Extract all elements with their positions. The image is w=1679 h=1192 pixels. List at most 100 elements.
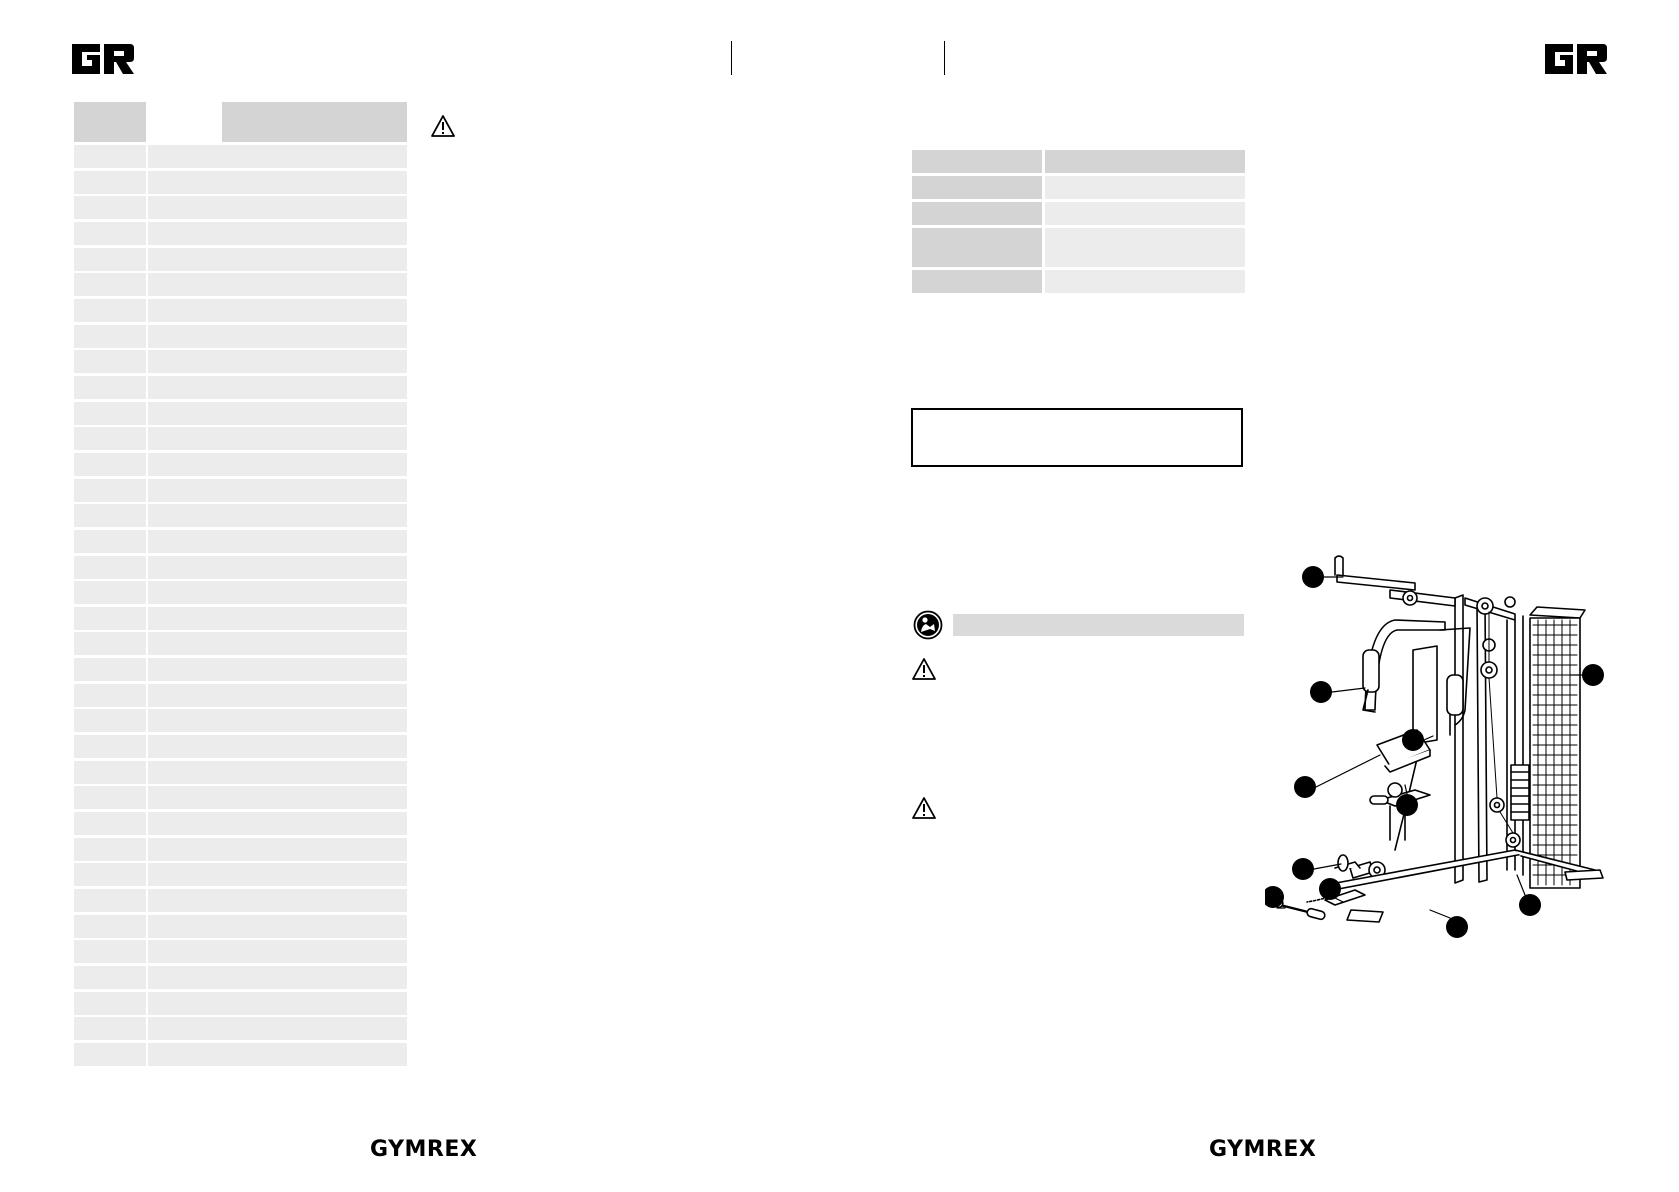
part-description (148, 786, 407, 810)
parts-table-row (74, 170, 407, 194)
part-description (148, 837, 407, 861)
part-number (74, 273, 146, 297)
part-description (148, 324, 407, 348)
part-number (74, 581, 146, 605)
parts-table-row (74, 735, 407, 759)
spec-row (912, 202, 1245, 225)
parts-table-row (74, 658, 407, 682)
spec-row (912, 150, 1245, 173)
part-description (148, 221, 407, 245)
spec-row (912, 176, 1245, 199)
part-number (74, 863, 146, 887)
part-number (74, 735, 146, 759)
parts-table-row (74, 914, 407, 938)
parts-header-description (222, 102, 407, 142)
spec-value (1045, 270, 1245, 293)
part-description (148, 247, 407, 271)
parts-table-row (74, 709, 407, 733)
parts-table-row (74, 863, 407, 887)
parts-table-row (74, 298, 407, 322)
part-number (74, 350, 146, 374)
parts-table-row (74, 350, 407, 374)
part-number (74, 221, 146, 245)
spec-value (1045, 202, 1245, 225)
parts-table-row (74, 324, 407, 348)
part-number (74, 889, 146, 913)
home-gym-diagram (1265, 550, 1615, 945)
part-description (148, 889, 407, 913)
spec-value (1045, 150, 1245, 173)
part-number (74, 658, 146, 682)
spec-label (912, 270, 1042, 293)
part-description (148, 401, 407, 425)
parts-table-header (74, 102, 407, 142)
parts-table-row (74, 786, 407, 810)
warning-triangle-icon (430, 114, 456, 138)
spec-value (1045, 176, 1245, 199)
part-number (74, 298, 146, 322)
part-number (74, 170, 146, 194)
part-number (74, 452, 146, 476)
parts-table-row (74, 940, 407, 964)
spec-label (912, 228, 1042, 267)
part-description (148, 581, 407, 605)
part-description (148, 350, 407, 374)
part-description (148, 709, 407, 733)
header-divider (944, 41, 945, 75)
spec-label (912, 176, 1042, 199)
part-number (74, 504, 146, 528)
part-description (148, 1042, 407, 1066)
part-number (74, 196, 146, 220)
parts-table-row (74, 1017, 407, 1041)
part-number (74, 375, 146, 399)
parts-table-row (74, 837, 407, 861)
part-description (148, 658, 407, 682)
part-number (74, 478, 146, 502)
part-number (74, 324, 146, 348)
part-number (74, 632, 146, 656)
gr-logo-icon (70, 42, 136, 76)
parts-table-row (74, 452, 407, 476)
parts-table-row (74, 991, 407, 1015)
part-number (74, 709, 146, 733)
header-divider (731, 41, 732, 75)
parts-table-row (74, 401, 407, 425)
parts-table-row (74, 966, 407, 989)
part-description (148, 555, 407, 579)
part-description (148, 427, 407, 451)
part-description (148, 196, 407, 220)
spec-row (912, 228, 1245, 267)
part-description (148, 735, 407, 759)
part-number (74, 683, 146, 707)
part-description (148, 529, 407, 553)
notice-box (911, 408, 1243, 467)
part-number (74, 401, 146, 425)
part-description (148, 863, 407, 887)
spec-table (912, 150, 1245, 296)
parts-table-row (74, 273, 407, 297)
part-number (74, 966, 146, 989)
part-description (148, 273, 407, 297)
spec-row (912, 270, 1245, 293)
section-title-bar (953, 614, 1244, 636)
part-number (74, 1042, 146, 1066)
part-number (74, 812, 146, 836)
part-description (148, 606, 407, 630)
part-number (74, 837, 146, 861)
part-description (148, 1017, 407, 1041)
part-description (148, 991, 407, 1015)
part-description (148, 452, 407, 476)
spec-value (1045, 228, 1245, 267)
parts-table-row (74, 504, 407, 528)
parts-table-row (74, 683, 407, 707)
part-description (148, 940, 407, 964)
parts-table-row (74, 606, 407, 630)
part-number (74, 786, 146, 810)
part-description (148, 145, 407, 168)
parts-table-row (74, 247, 407, 271)
parts-table-row (74, 375, 407, 399)
part-description (148, 478, 407, 502)
parts-table-row (74, 812, 407, 836)
part-description (148, 914, 407, 938)
parts-table-row (74, 145, 407, 168)
